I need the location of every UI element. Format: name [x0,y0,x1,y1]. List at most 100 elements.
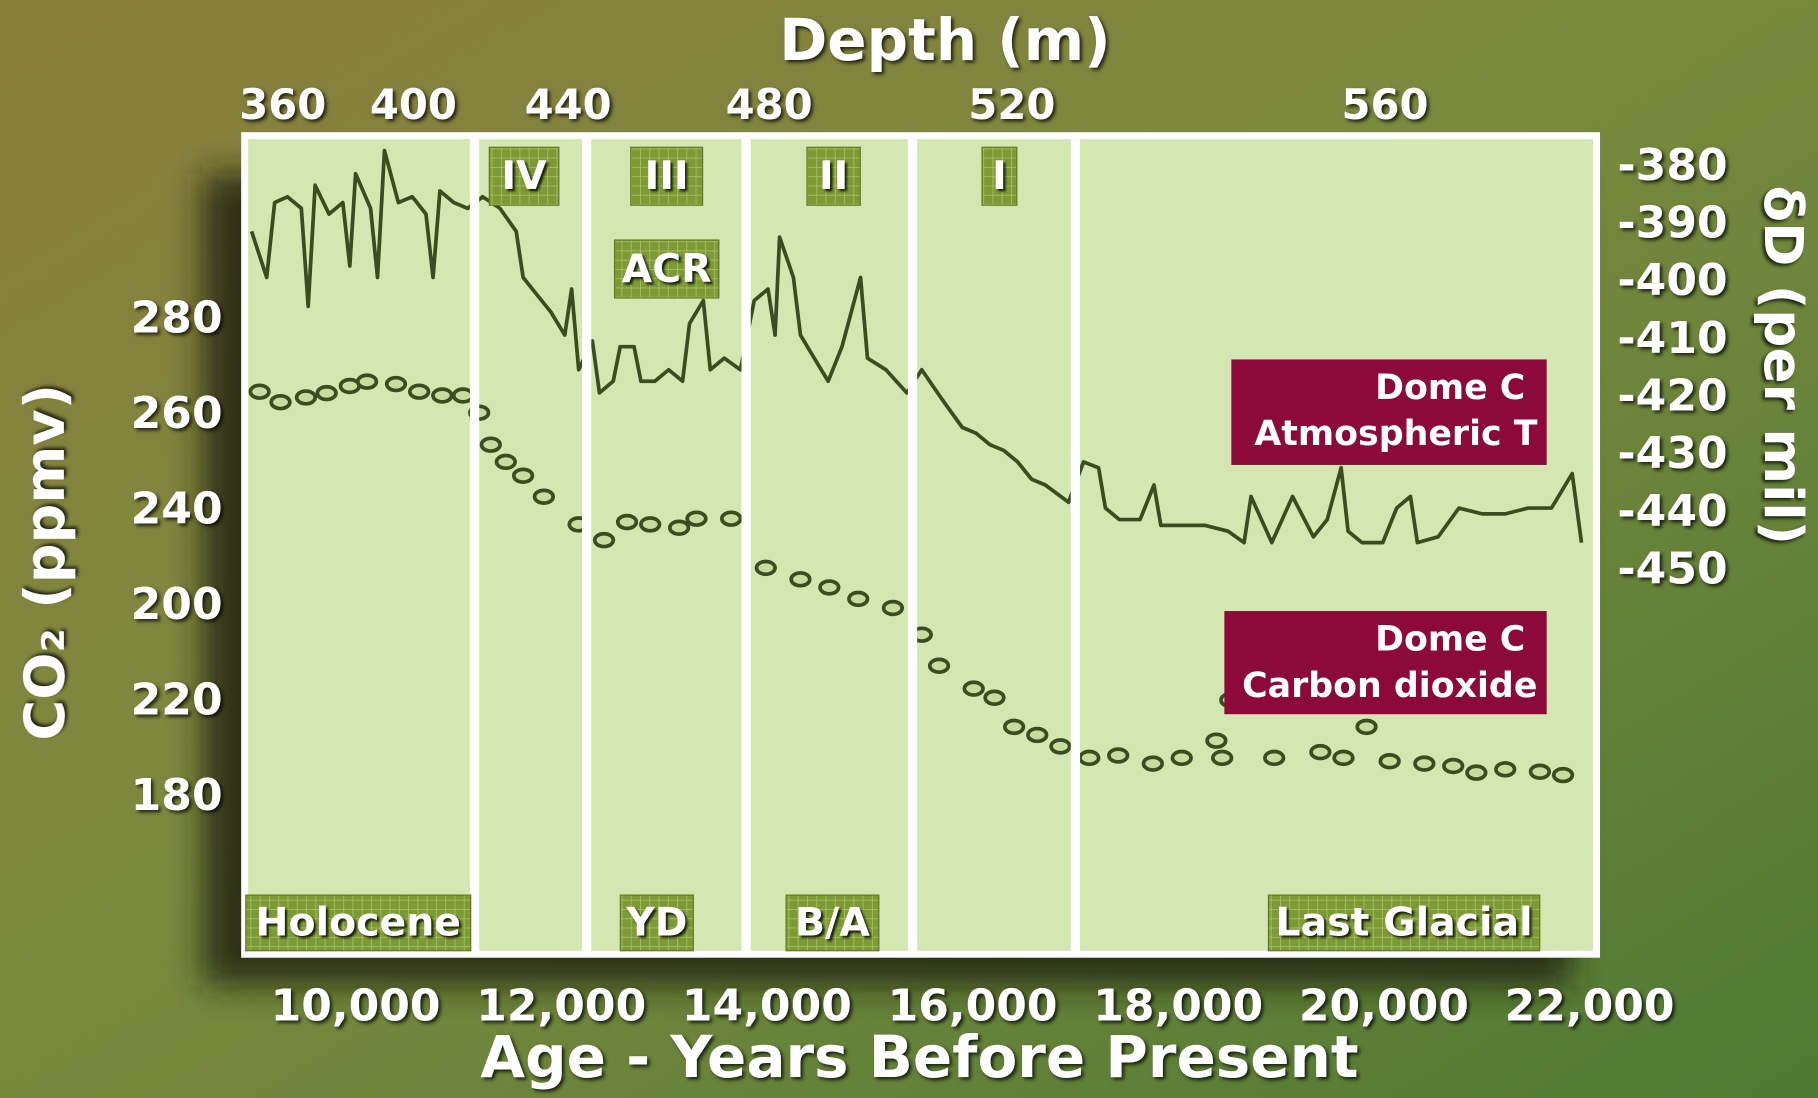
co2-point [592,531,616,549]
period-boundary [1070,139,1081,951]
y2-tick-label: -390 [1617,198,1727,249]
period-label: Holocene [256,900,462,946]
label-box [785,894,880,952]
label-box [806,146,861,206]
co2-point [248,383,271,400]
co2-point [685,510,708,527]
legend-box [1224,611,1547,715]
x-tick-label: 16,000 [888,981,1058,1032]
period-label: Last Glacial [1276,900,1533,946]
co2-point [1049,738,1072,755]
event-label: I [992,153,1007,199]
co2-point [1211,749,1234,767]
x2-tick-label: 360 [239,80,326,129]
y-tick-label: 220 [131,674,223,725]
co2-point [719,510,743,527]
event-label: IV [501,153,547,199]
x2-tick-label: 400 [370,80,457,129]
y2-tick-label: -410 [1617,313,1727,364]
y-tick-label: 180 [131,770,223,821]
y2-axis-title: δD (per mil) [1752,185,1815,545]
co2-point [639,516,662,533]
event-label: ACR [622,246,712,292]
co2-point [927,657,951,674]
x-tick-label: 12,000 [476,981,646,1032]
co2-point [384,375,408,393]
co2-point [1309,743,1332,761]
co2-point [1078,749,1101,767]
label-box [619,894,694,952]
legend-label: Dome C Atmospheric T [1254,368,1537,454]
co2-point [1141,755,1164,772]
co2-point [789,571,812,588]
co2-point [1528,763,1552,780]
co2-point [315,384,338,402]
y-tick-label: 260 [131,388,223,439]
period-boundary [741,139,751,951]
co2-point [294,389,318,406]
co2-point [408,383,431,400]
period-boundary [582,139,592,951]
x2-axis-title: Depth (m) [779,6,1110,74]
co2-point [1442,757,1465,775]
x2-tick-label: 560 [1341,80,1428,129]
x2-tick-label: 440 [525,80,612,129]
event-label: III [645,153,689,199]
y-tick-label: 240 [131,484,223,535]
y2-tick-label: -440 [1617,486,1727,537]
co2-point [847,590,870,608]
y-axis-title: CO₂ (ppmv) [13,384,78,741]
co2-point [1378,752,1401,770]
x-tick-label: 10,000 [271,981,441,1032]
co2-point [983,689,1006,706]
co2-point [1355,718,1378,736]
co2-point [1332,749,1355,767]
co2-point [1263,749,1286,767]
x-tick-label: 18,000 [1093,981,1263,1032]
co2-point [494,453,517,471]
x-tick-label: 20,000 [1299,981,1469,1032]
y2-tick-label: -400 [1617,255,1727,306]
co2-point [1494,761,1517,778]
event-label: II [819,153,848,199]
legend-label: Dome C Carbon dioxide [1242,619,1537,705]
label-box [981,146,1018,206]
co2-point [479,436,502,453]
co2-point [431,387,454,404]
x-tick-label: 22,000 [1505,981,1675,1032]
co2-point [511,467,535,484]
co2-point [754,559,777,577]
y2-tick-label: -380 [1617,140,1727,191]
co2-point [1465,764,1488,781]
period-label: YD [625,900,687,946]
co2-point [881,599,905,617]
label-box [1267,894,1541,952]
co2-point [451,387,475,404]
co2-point [962,680,985,697]
label-box [613,239,720,299]
period-boundary [907,139,918,951]
label-box [630,146,704,206]
x-tick-label: 14,000 [682,981,852,1032]
co2-point [667,519,691,536]
co2-point [1107,747,1130,764]
x2-tick-label: 520 [968,80,1055,129]
plot-area [248,139,1594,951]
co2-point [1170,749,1193,767]
co2-point [355,373,379,390]
y-tick-label: 200 [131,579,223,630]
x-axis-title: Age - Years Before Present [480,1023,1358,1091]
y2-tick-label: -430 [1617,428,1727,479]
legend-box [1231,359,1547,465]
period-label: B/A [795,900,870,946]
co2-point [1551,766,1575,784]
y2-tick-label: -420 [1617,371,1727,422]
y2-tick-label: -450 [1617,543,1727,594]
co2-point [1413,755,1436,772]
co2-point [532,488,555,505]
period-boundary [469,139,480,951]
co2-point [269,393,292,411]
label-box [488,146,560,206]
